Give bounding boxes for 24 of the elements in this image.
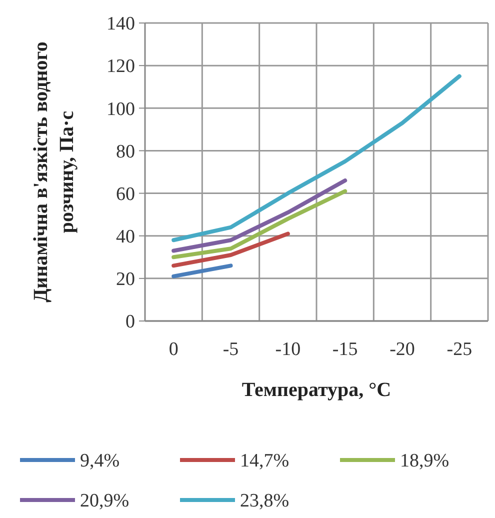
line-series: [172, 74, 462, 242]
x-tick-label: -25: [446, 339, 472, 360]
x-tick-label: -10: [275, 339, 301, 360]
x-tick-label: -15: [332, 339, 358, 360]
y-tick-label: 40: [116, 226, 135, 248]
y-tick-label: 120: [106, 56, 135, 78]
x-tick-label: -20: [390, 339, 415, 360]
legend-label: 18,9%: [400, 450, 450, 472]
x-tick-label: 0: [168, 339, 178, 360]
y-tick-label: 100: [106, 98, 135, 120]
line-series: [172, 189, 348, 260]
y-tick-label: 60: [116, 184, 135, 205]
y-tick-label: 140: [106, 14, 135, 35]
legend-label: 20,9%: [80, 490, 130, 512]
y-tick-label: 0: [126, 312, 135, 333]
x-tick-label: -5: [222, 339, 239, 360]
line-series: [172, 178, 348, 253]
y-tick-label: 20: [116, 269, 135, 290]
y-axis-title: Динамічна в'язкість водного розчину, Па·с: [30, 42, 78, 302]
y-tick-label: 80: [116, 141, 135, 162]
legend-label: 9,4%: [80, 450, 120, 472]
legend-label: 14,7%: [240, 450, 290, 472]
legend-label: 23,8%: [240, 490, 290, 512]
x-axis-title: Температура, °C: [242, 379, 392, 401]
